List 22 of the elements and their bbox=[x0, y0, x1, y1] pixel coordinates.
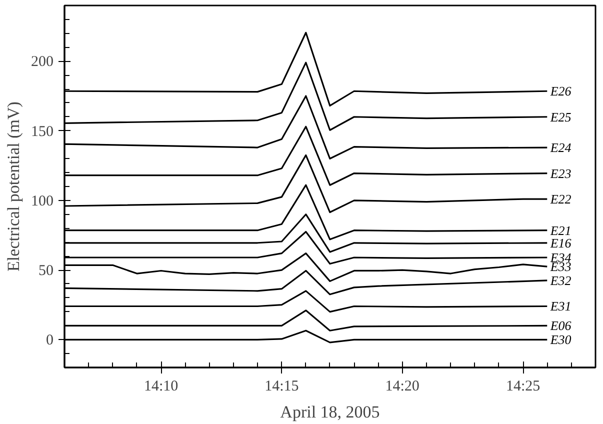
series-label: E23 bbox=[549, 166, 572, 181]
series-label: E30 bbox=[549, 332, 572, 348]
series-label: E31 bbox=[549, 298, 572, 314]
x-tick-label: 14:10 bbox=[144, 378, 178, 394]
y-axis-title: Electrical potential (mV) bbox=[4, 102, 23, 272]
series-label: E25 bbox=[549, 109, 572, 124]
y-tick-label: 200 bbox=[31, 54, 54, 70]
x-tick-label: 14:25 bbox=[506, 378, 540, 394]
y-tick-label: 100 bbox=[31, 193, 54, 210]
series-label: E24 bbox=[549, 140, 572, 156]
y-tick-label: 50 bbox=[38, 263, 54, 280]
series-label: E22 bbox=[549, 192, 572, 207]
series-label: E26 bbox=[549, 84, 572, 99]
y-tick-label: 0 bbox=[46, 332, 54, 349]
series-label: E16 bbox=[549, 235, 572, 250]
series-label: E32 bbox=[549, 272, 572, 288]
series-label: E06 bbox=[549, 318, 572, 334]
x-tick-label: 14:15 bbox=[264, 378, 299, 394]
series-label: E21 bbox=[549, 222, 572, 238]
y-tick-label: 150 bbox=[31, 124, 54, 140]
x-tick-label: 14:20 bbox=[385, 378, 420, 394]
x-axis-title: April 18, 2005 bbox=[280, 402, 380, 422]
